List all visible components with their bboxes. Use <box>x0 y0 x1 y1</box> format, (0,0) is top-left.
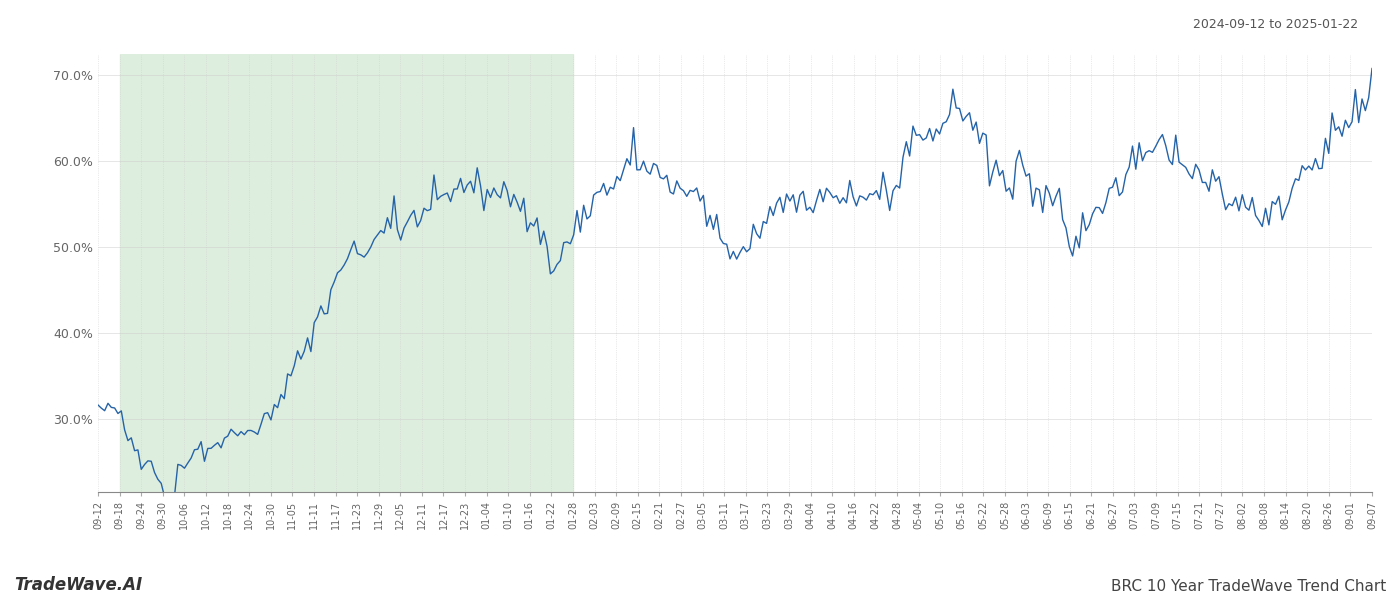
Text: BRC 10 Year TradeWave Trend Chart: BRC 10 Year TradeWave Trend Chart <box>1110 579 1386 594</box>
Text: 2024-09-12 to 2025-01-22: 2024-09-12 to 2025-01-22 <box>1193 18 1358 31</box>
Bar <box>119 54 573 492</box>
Text: TradeWave.AI: TradeWave.AI <box>14 576 143 594</box>
